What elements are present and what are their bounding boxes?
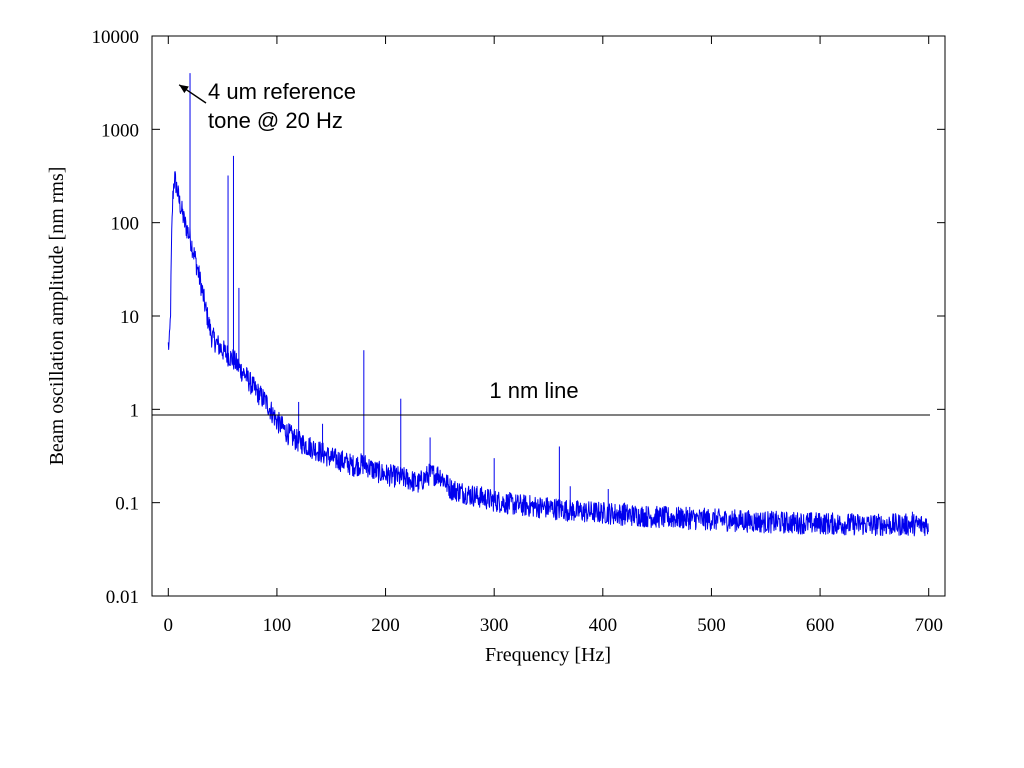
series-line (167, 171, 929, 537)
y-tick-label: 0.1 (115, 494, 139, 515)
x-tick-label: 500 (697, 615, 726, 636)
y-tick-label: 10 (120, 307, 139, 328)
x-tick-label: 0 (164, 615, 174, 636)
series-layer (167, 171, 929, 537)
annotation-text: tone @ 20 Hz (208, 108, 343, 133)
annotation-layer: 4 um reference tone @ 20 Hz (178, 79, 356, 133)
y-tick-label: 1000 (101, 120, 139, 141)
spike-layer (189, 73, 913, 525)
x-tick-label: 100 (263, 615, 292, 636)
x-tick-label: 700 (914, 615, 943, 636)
reference-line-label: 1 nm line (489, 378, 578, 403)
annotation-arrowhead (179, 84, 189, 94)
x-tick-label: 400 (589, 615, 618, 636)
y-tick-label: 100 (111, 214, 140, 235)
x-tick-label: 200 (371, 615, 400, 636)
y-tick-label: 10000 (92, 27, 140, 48)
y-axis-ticks: 0.01 0.1 1 10 100 1000 10000 (92, 27, 945, 608)
x-axis-ticks: 0 100 200 300 400 500 600 700 (164, 36, 943, 636)
x-axis-title: Frequency [Hz] (485, 644, 611, 666)
y-tick-label: 0.01 (106, 587, 139, 608)
y-axis-title: Beam oscillation amplitude [nm rms] (46, 167, 68, 466)
x-tick-label: 300 (480, 615, 509, 636)
y-tick-label: 1 (130, 400, 140, 421)
annotation-text: 4 um reference (208, 79, 356, 104)
x-tick-label: 600 (806, 615, 835, 636)
